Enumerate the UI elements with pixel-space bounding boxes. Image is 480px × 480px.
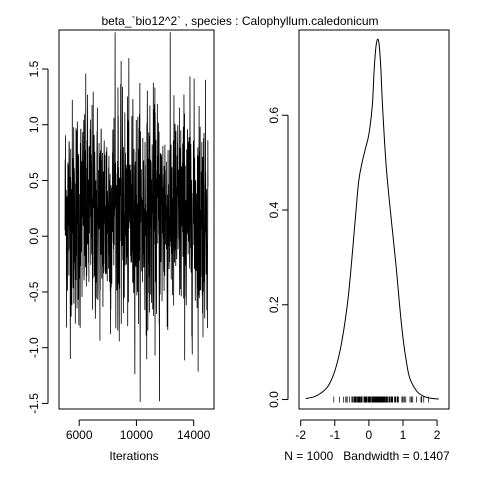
density-x-axis-title: N = 1000 Bandwidth = 0.1407 xyxy=(284,449,450,463)
density-x-tick-label: 0 xyxy=(366,428,373,442)
trace-x-axis-title: Iterations xyxy=(109,449,158,463)
trace-x-tick-label: 10000 xyxy=(120,428,154,442)
density-plot: -2 -1 0 1 2 0.0 0.2 0.4 0.6 N = 1000 Bandwidth =… xyxy=(267,29,450,463)
density-rug xyxy=(333,396,429,403)
trace-y-tick-label: 0.5 xyxy=(27,172,41,189)
density-y-tick-label: 0.2 xyxy=(267,296,281,313)
trace-y-tick-label: -1.5 xyxy=(27,393,41,414)
density-x-tick-label: -1 xyxy=(329,428,340,442)
density-x-tick-label: 2 xyxy=(434,428,441,442)
trace-x-tick-label: 6000 xyxy=(66,428,93,442)
trace-x-tick-label: 14000 xyxy=(177,428,211,442)
trace-y-tick-label: -1.0 xyxy=(27,337,41,358)
trace-plot-frame xyxy=(58,29,215,410)
main-title: beta_`bio12^2` , species : Calophyllum.c… xyxy=(101,14,378,28)
density-x-tick-label: -2 xyxy=(295,428,306,442)
density-y-tick-label: 0.4 xyxy=(267,201,281,218)
trace-axes: 6000 10000 14000 -1.5 -1.0 -0.5 0.0 0.5 1.0 1.5 xyxy=(27,60,211,442)
density-plot-frame xyxy=(298,29,450,410)
trace-plot: 6000 10000 14000 -1.5 -1.0 -0.5 0.0 0.5 1.0 1.5 I… xyxy=(27,29,215,463)
trace-series xyxy=(64,32,209,402)
density-x-tick-label: 1 xyxy=(400,428,407,442)
density-axes: -2 -1 0 1 2 0.0 0.2 0.4 0.6 xyxy=(267,107,441,442)
density-curve xyxy=(305,38,439,400)
trace-y-tick-label: 1.5 xyxy=(27,60,41,77)
trace-y-tick-label: 1.0 xyxy=(27,116,41,133)
trace-y-tick-label: -0.5 xyxy=(27,281,41,302)
density-y-tick-label: 0.0 xyxy=(267,391,281,408)
density-y-tick-label: 0.6 xyxy=(267,107,281,124)
trace-y-tick-label: 0.0 xyxy=(27,228,41,245)
density-series xyxy=(305,38,439,400)
trace-line xyxy=(64,32,209,402)
